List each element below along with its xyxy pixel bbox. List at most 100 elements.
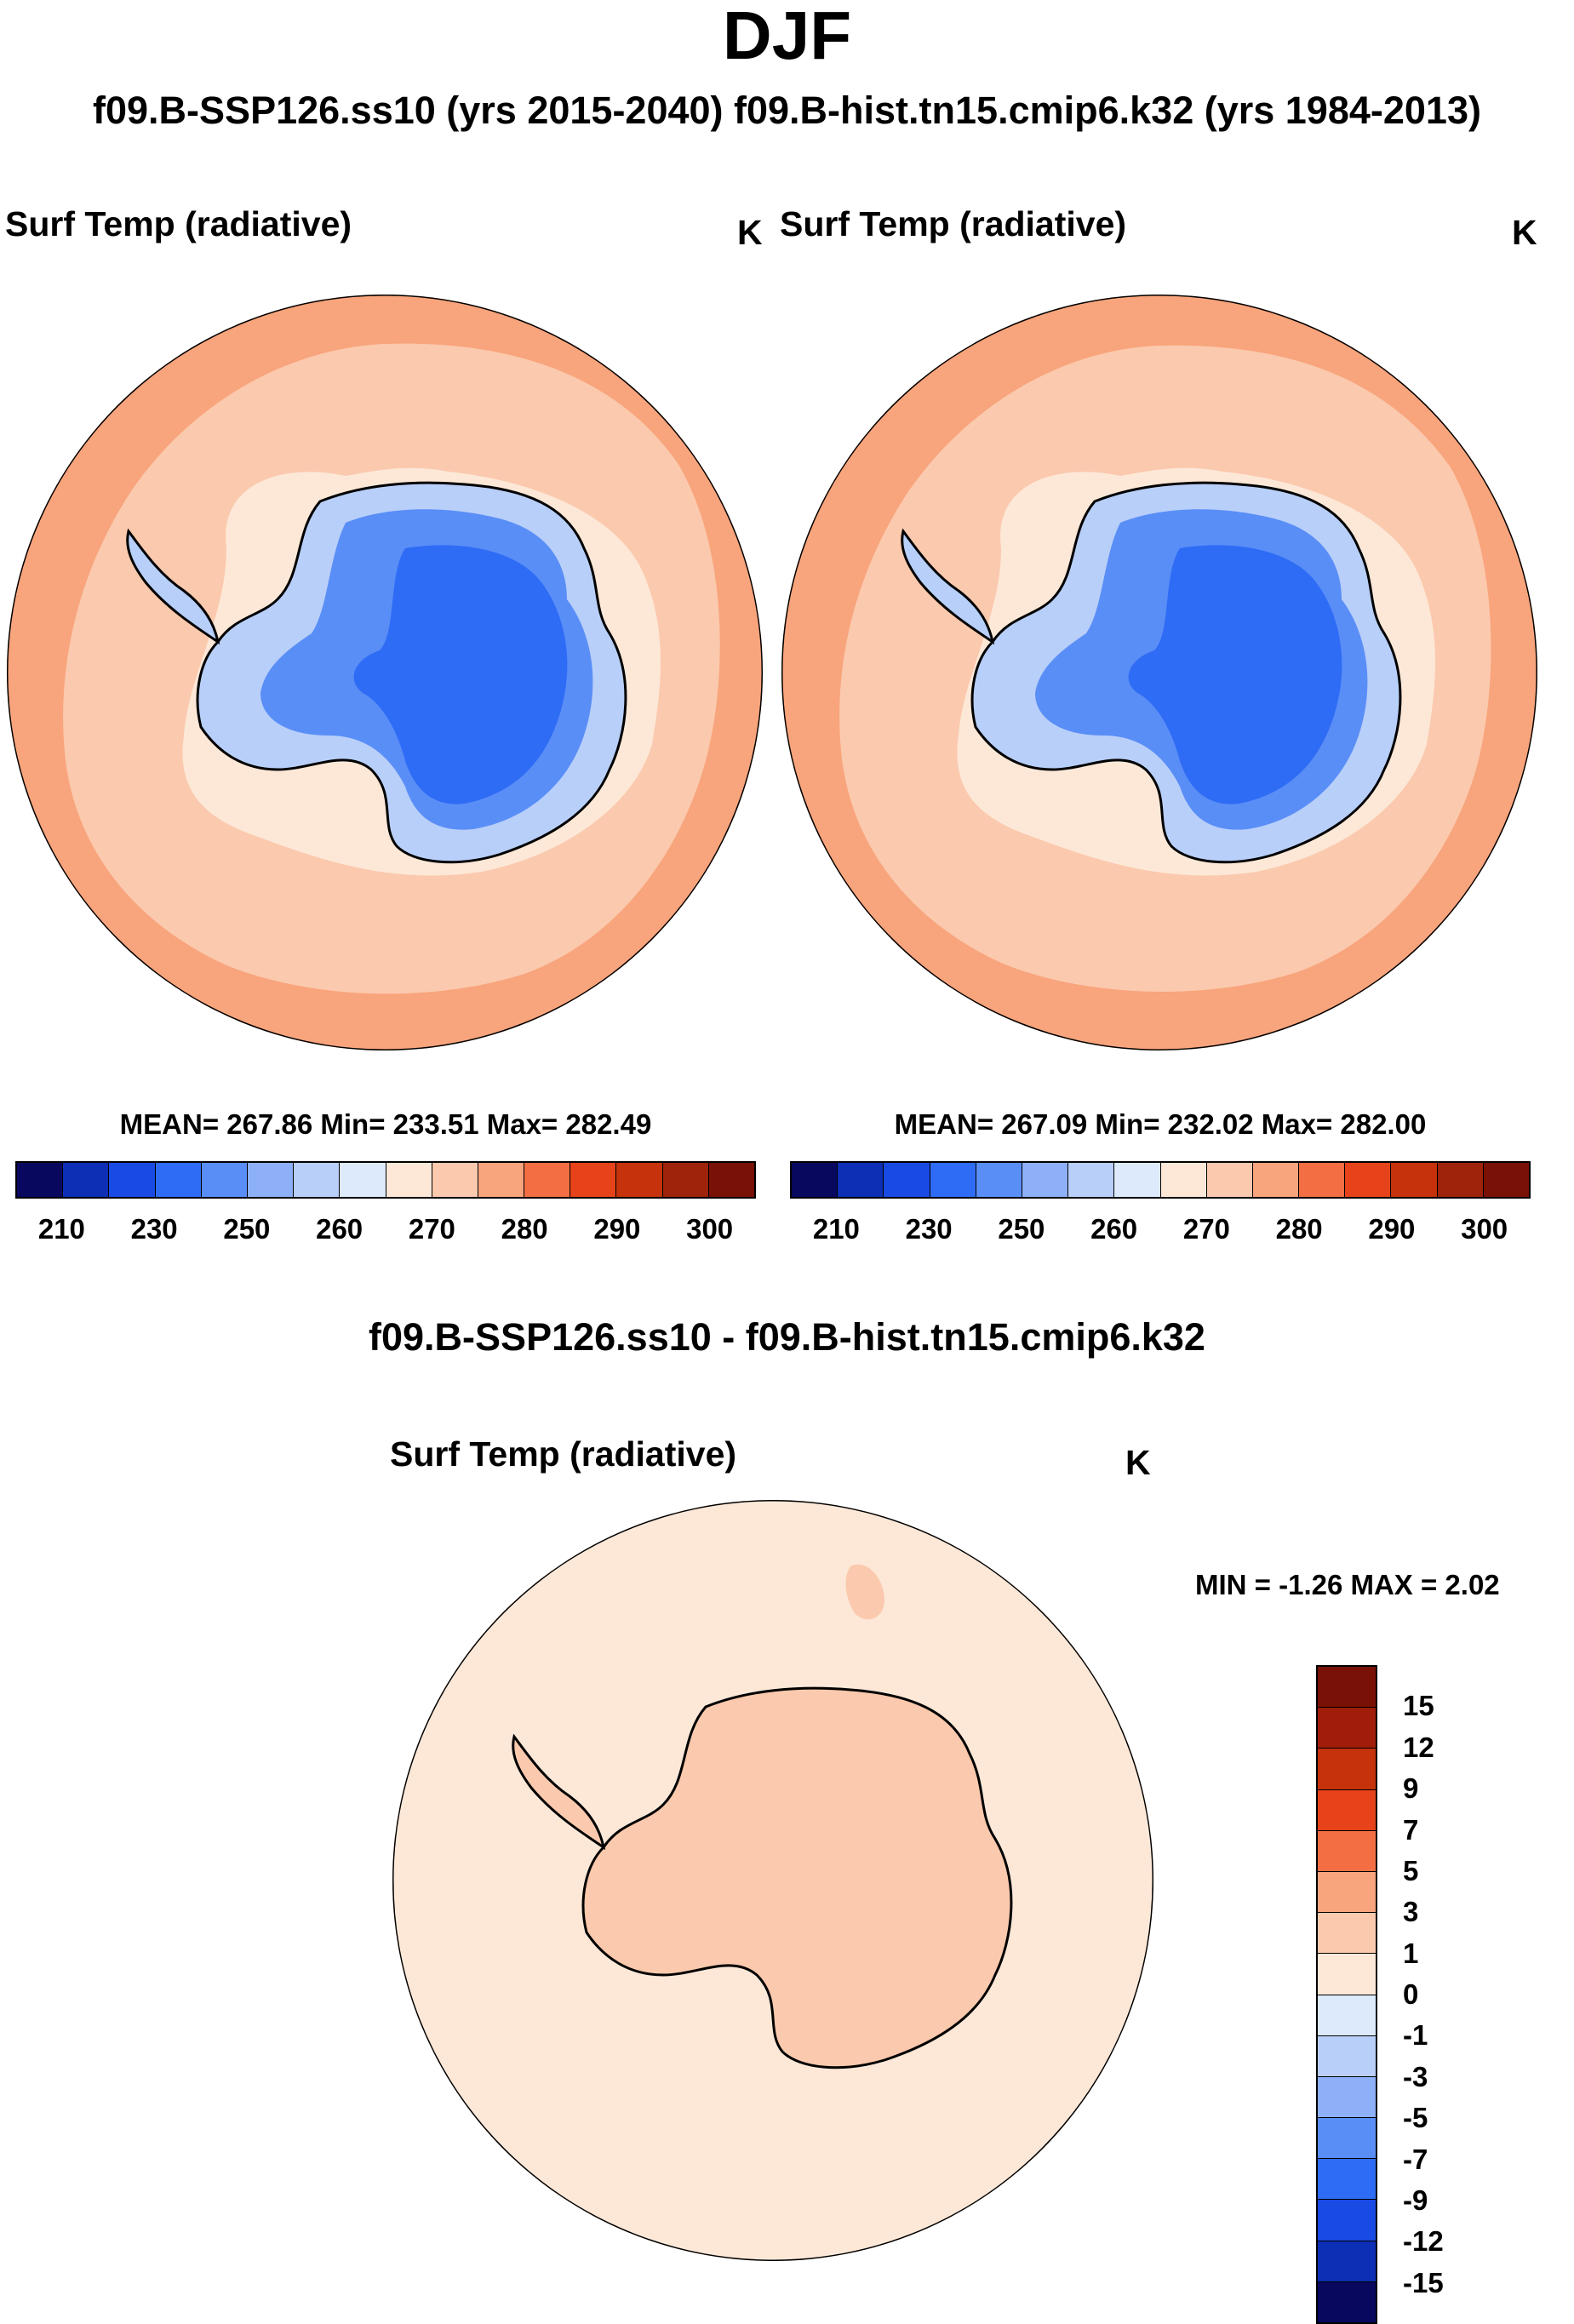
right-colorbar-swatch — [1114, 1163, 1161, 1197]
left-panel-stats: MEAN= 267.86 Min= 233.51 Max= 282.49 — [119, 1108, 652, 1140]
diff-colorbar-swatch — [1318, 2076, 1376, 2119]
diff-colorbar-tick-label: -7 — [1403, 2143, 1428, 2175]
diff-polar-map — [392, 1500, 1153, 2261]
diff-colorbar-swatch — [1318, 2159, 1376, 2201]
diff-colorbar-tick-label: 12 — [1403, 1731, 1434, 1763]
left-polar-map — [7, 295, 763, 1050]
diff-colorbar-tick-label: -9 — [1403, 2184, 1428, 2216]
diff-colorbar-swatch — [1318, 1913, 1376, 1955]
left-colorbar-tick-label: 300 — [686, 1213, 734, 1245]
left-panel-variable: Surf Temp (radiative) — [5, 204, 352, 243]
left-colorbar-swatch — [524, 1163, 571, 1197]
right-colorbar-tick-label: 290 — [1368, 1213, 1416, 1245]
right-colorbar-swatch — [1068, 1163, 1115, 1197]
figure-title: DJF — [722, 0, 852, 73]
diff-colorbar-swatch — [1318, 1830, 1376, 1872]
left-colorbar-ticks: 210 230 250 260 270 280 290 300 — [15, 1213, 756, 1247]
antarctica-warming — [581, 1686, 1013, 2069]
left-colorbar — [15, 1161, 756, 1199]
left-colorbar-swatch — [201, 1163, 248, 1197]
ocean-warming-patch — [845, 1564, 884, 1620]
antarctica-cold-core — [353, 545, 568, 804]
diff-colorbar-swatch — [1318, 2200, 1376, 2241]
diff-colorbar — [1316, 1665, 1377, 2324]
right-colorbar-swatch — [1345, 1163, 1392, 1197]
right-colorbar-tick-label: 280 — [1275, 1213, 1323, 1245]
right-colorbar-swatch — [1022, 1163, 1069, 1197]
diff-colorbar-swatch — [1318, 2281, 1376, 2322]
right-colorbar-tick-label: 230 — [905, 1213, 953, 1245]
diff-colorbar-swatch — [1318, 2118, 1376, 2160]
right-colorbar-swatch — [792, 1163, 839, 1197]
left-colorbar-tick-label: 260 — [316, 1213, 363, 1245]
right-colorbar-swatch — [1437, 1163, 1484, 1197]
right-colorbar-tick-label: 210 — [812, 1213, 860, 1245]
diff-colorbar-tick-label: -12 — [1403, 2225, 1444, 2258]
left-colorbar-tick-label: 290 — [593, 1213, 641, 1245]
left-colorbar-tick-label: 250 — [223, 1213, 271, 1245]
diff-colorbar-tick-label: -5 — [1403, 2102, 1428, 2134]
right-colorbar — [790, 1161, 1531, 1199]
diff-colorbar-tick-label: 15 — [1403, 1690, 1434, 1722]
left-colorbar-swatch — [247, 1163, 295, 1197]
left-colorbar-tick-label: 230 — [130, 1213, 178, 1245]
diff-panel-units: K — [1125, 1443, 1151, 1482]
left-colorbar-swatch — [155, 1163, 202, 1197]
right-colorbar-swatch — [1206, 1163, 1253, 1197]
diff-panel-stats: MIN = -1.26 MAX = 2.02 — [1195, 1569, 1500, 1600]
diff-colorbar-tick-label: 1 — [1403, 1937, 1419, 1969]
left-colorbar-tick-label: 280 — [501, 1213, 548, 1245]
right-colorbar-swatch — [976, 1163, 1022, 1197]
diff-colorbar-swatch — [1318, 1789, 1376, 1831]
diff-colorbar-swatch — [1318, 1954, 1376, 1995]
diff-colorbar-tick-label: 3 — [1403, 1896, 1419, 1928]
right-colorbar-tick-label: 300 — [1461, 1213, 1508, 1245]
left-colorbar-swatch — [570, 1163, 617, 1197]
left-colorbar-swatch — [386, 1163, 432, 1197]
right-colorbar-tick-label: 270 — [1182, 1213, 1230, 1245]
peninsula — [126, 528, 220, 645]
right-panel-variable: Surf Temp (radiative) — [780, 204, 1127, 243]
right-colorbar-tick-label: 250 — [998, 1213, 1045, 1245]
left-colorbar-swatch — [432, 1163, 478, 1197]
peninsula — [512, 1733, 606, 1851]
left-colorbar-swatch — [17, 1163, 64, 1197]
left-colorbar-tick-label: 270 — [408, 1213, 455, 1245]
diff-colorbar-swatch — [1318, 2241, 1376, 2282]
diff-colorbar-tick-label: 0 — [1403, 1978, 1419, 2010]
diff-panel-title: f09.B-SSP126.ss10 - f09.B-hist.tn15.cmip… — [369, 1315, 1205, 1359]
right-colorbar-swatch — [1299, 1163, 1346, 1197]
diff-colorbar-swatch — [1318, 1667, 1376, 1709]
diff-colorbar-tick-label: 5 — [1403, 1854, 1419, 1886]
right-panel-stats: MEAN= 267.09 Min= 232.02 Max= 282.00 — [894, 1108, 1427, 1140]
right-polar-map — [781, 295, 1537, 1050]
left-colorbar-swatch — [109, 1163, 156, 1197]
diff-colorbar-tick-label: -3 — [1403, 2060, 1428, 2092]
diff-colorbar-tick-label: -15 — [1403, 2266, 1444, 2298]
left-panel-units: K — [737, 213, 763, 252]
left-colorbar-swatch — [708, 1163, 754, 1197]
left-colorbar-swatch — [478, 1163, 525, 1197]
figure-subtitle: f09.B-SSP126.ss10 (yrs 2015-2040) f09.B-… — [93, 89, 1481, 132]
diff-colorbar-swatch — [1318, 1995, 1376, 2036]
diff-colorbar-tick-label: 7 — [1403, 1813, 1419, 1846]
diff-colorbar-tick-label: 9 — [1403, 1772, 1419, 1805]
left-colorbar-tick-label: 210 — [37, 1213, 85, 1245]
right-panel-units: K — [1512, 213, 1537, 252]
left-colorbar-swatch — [340, 1163, 386, 1197]
right-colorbar-swatch — [930, 1163, 976, 1197]
antarctica-cold-core — [1128, 545, 1342, 804]
right-colorbar-tick-label: 260 — [1090, 1213, 1138, 1245]
left-colorbar-swatch — [294, 1163, 341, 1197]
left-colorbar-swatch — [616, 1163, 663, 1197]
right-colorbar-swatch — [838, 1163, 884, 1197]
peninsula — [901, 528, 995, 645]
right-colorbar-ticks: 210 230 250 260 270 280 290 300 — [790, 1213, 1531, 1247]
right-colorbar-swatch — [1483, 1163, 1529, 1197]
diff-colorbar-tick-label: -1 — [1403, 2019, 1428, 2052]
diff-colorbar-swatch — [1318, 2035, 1376, 2077]
right-colorbar-swatch — [1252, 1163, 1300, 1197]
diff-colorbar-swatch — [1318, 1871, 1376, 1914]
right-colorbar-swatch — [1391, 1163, 1438, 1197]
diff-colorbar-swatch — [1318, 1708, 1376, 1749]
